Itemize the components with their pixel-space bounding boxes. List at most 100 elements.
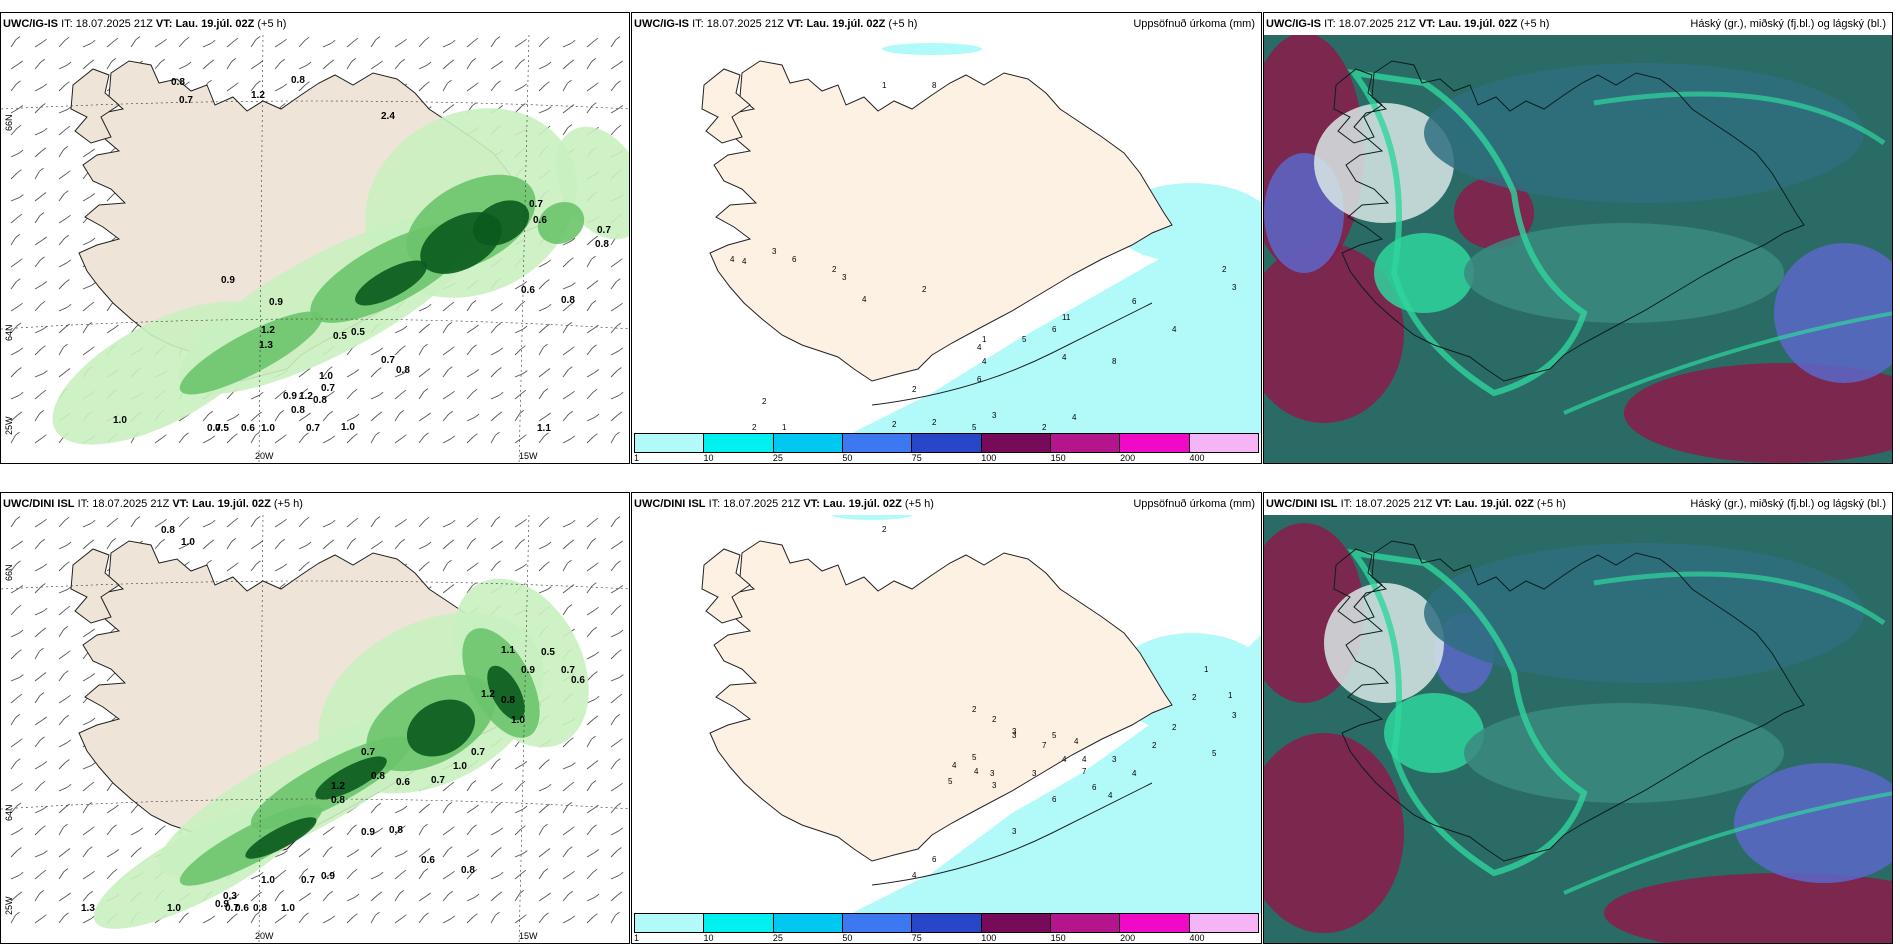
- map-value-label: 0.6: [571, 675, 585, 686]
- map-value-label: 6: [1052, 795, 1057, 804]
- map-value-label: 1: [882, 81, 887, 90]
- map-value-label: 0.9: [361, 827, 375, 838]
- map-value-label: 0.8: [171, 77, 185, 88]
- cloud-map: [1264, 13, 1892, 463]
- map-panel-ig-is-wind: UWC/IG-IS IT: 18.07.2025 21Z VT: Lau. 19…: [0, 12, 630, 464]
- map-value-label: 8: [1112, 357, 1117, 366]
- legend-swatch: [912, 434, 982, 452]
- map-value-label: 2: [882, 525, 887, 534]
- legend-swatch: [842, 434, 913, 452]
- map-value-label: 4: [730, 255, 735, 264]
- map-value-label: 0.9: [221, 275, 235, 286]
- lat-label-64n: 64N: [4, 804, 14, 821]
- map-value-label: 2: [832, 265, 837, 274]
- legend-tick-label: 150: [1050, 453, 1066, 463]
- map-value-label: 0.8: [396, 365, 410, 376]
- map-value-label: 0.7: [597, 225, 611, 236]
- map-value-label: 2: [1192, 693, 1197, 702]
- map-value-label: 1.0: [181, 537, 195, 548]
- precip-legend: 1 10 25 50 75 100 150 200 400: [634, 913, 1259, 943]
- legend-tick-label: 75: [911, 933, 922, 943]
- map-value-label: 1.0: [453, 761, 467, 772]
- map-value-label: 3: [1012, 827, 1017, 836]
- map-value-label: 0.9: [321, 871, 335, 882]
- legend-swatch: [1120, 914, 1190, 932]
- map-value-label: 3: [1012, 727, 1017, 736]
- map-value-label: 1.2: [481, 689, 495, 700]
- map-value-label: 1.2: [299, 391, 313, 402]
- precip-legend: 1 10 25 50 75 100 150 200 400: [634, 433, 1259, 463]
- map-value-label: 0.6: [421, 855, 435, 866]
- map-value-label: 0.8: [461, 865, 475, 876]
- map-panel-dini-wind: UWC/DINI ISL IT: 18.07.2025 21Z VT: Lau.…: [0, 492, 630, 944]
- map-value-label: 1: [1228, 691, 1233, 700]
- map-value-label: 3: [1112, 755, 1117, 764]
- panel-title: UWC/IG-IS IT: 18.07.2025 21Z VT: Lau. 19…: [1264, 13, 1892, 35]
- map-value-label: 7: [1042, 741, 1047, 750]
- map-value-label: 0.5: [333, 331, 347, 342]
- map-value-label: 3: [1012, 731, 1017, 740]
- legend-tick-label: 25: [772, 933, 783, 943]
- map-value-label: 11: [1062, 313, 1071, 322]
- map-value-label: 1.1: [501, 645, 515, 656]
- map-value-label: 2: [912, 385, 917, 394]
- lon-label-20w: 20W: [255, 931, 274, 941]
- map-value-label: 6: [792, 255, 797, 264]
- map-value-label: 1.0: [113, 415, 127, 426]
- map-value-label: 0.8: [561, 295, 575, 306]
- wind-precip-map: [1, 493, 629, 943]
- legend-tick-label: 10: [703, 453, 714, 463]
- map-value-label: 6: [977, 375, 982, 384]
- map-value-label: 6: [1052, 325, 1057, 334]
- map-value-label: 6: [1092, 783, 1097, 792]
- map-value-label: 0.6: [396, 777, 410, 788]
- legend-swatch: [635, 434, 705, 452]
- map-value-label: 2: [762, 397, 767, 406]
- map-value-label: 4: [982, 357, 987, 366]
- map-value-label: 2: [752, 423, 757, 432]
- map-value-label: 1.0: [341, 422, 355, 433]
- lon-label-15w: 15W: [519, 451, 538, 461]
- map-value-label: 1.2: [251, 90, 265, 101]
- wind-precip-map: [1, 13, 629, 463]
- map-value-label: 4: [862, 295, 867, 304]
- map-value-label: 0.8: [161, 525, 175, 536]
- map-value-label: 1.3: [81, 903, 95, 914]
- legend-swatch: [635, 914, 705, 932]
- map-value-label: 2: [972, 705, 977, 714]
- legend-tick-label: 100: [981, 453, 997, 463]
- legend-tick-label: 100: [981, 933, 997, 943]
- legend-color-bar: [634, 913, 1259, 933]
- map-value-label: 5: [1212, 749, 1217, 758]
- map-value-label: 0.7: [529, 199, 543, 210]
- map-value-label: 5: [1052, 731, 1057, 740]
- panel-title: UWC/IG-IS IT: 18.07.2025 21Z VT: Lau. 19…: [1, 13, 629, 35]
- map-value-label: 0.8: [501, 695, 515, 706]
- map-value-label: 0.5: [351, 327, 365, 338]
- legend-tick-label: 400: [1189, 933, 1205, 943]
- legend-tick-label: 200: [1120, 453, 1136, 463]
- map-value-label: 4: [977, 343, 982, 352]
- legend-swatch: [842, 914, 913, 932]
- legend-color-bar: [634, 433, 1259, 453]
- legend-swatch: [773, 434, 843, 452]
- map-value-label: 1.0: [319, 371, 333, 382]
- map-value-label: 5: [972, 753, 977, 762]
- lat-label-66n: 66N: [4, 564, 14, 581]
- map-value-label: 4: [912, 871, 917, 880]
- map-value-label: 6: [1132, 297, 1137, 306]
- map-value-label: 0.7: [561, 665, 575, 676]
- map-value-label: 0.6: [521, 285, 535, 296]
- map-value-label: 8: [932, 81, 937, 90]
- map-value-label: 2: [1172, 723, 1177, 732]
- map-value-label: 0.8: [253, 903, 267, 914]
- map-value-label: 0.8: [371, 771, 385, 782]
- map-value-label: 1.2: [261, 325, 275, 336]
- legend-swatch: [1189, 434, 1258, 452]
- map-value-label: 5: [972, 423, 977, 432]
- map-value-label: 4: [1062, 353, 1067, 362]
- map-value-label: 0.7: [301, 875, 315, 886]
- map-panel-dini-precip: UWC/DINI ISL IT: 18.07.2025 21Z VT: Lau.…: [631, 492, 1262, 944]
- legend-tick-label: 25: [772, 453, 783, 463]
- lon-label-20w: 20W: [255, 451, 274, 461]
